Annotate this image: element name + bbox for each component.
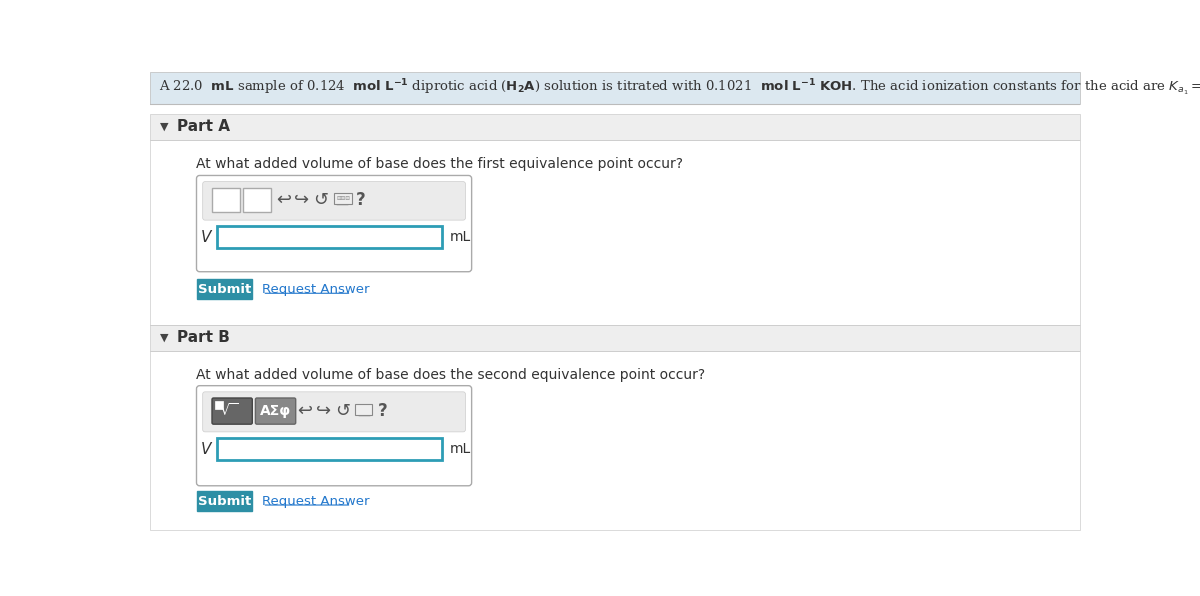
Text: Submit: Submit: [198, 495, 251, 508]
Bar: [215, 401, 223, 409]
Bar: [150, 72, 1080, 104]
Text: mL: mL: [450, 230, 472, 244]
FancyBboxPatch shape: [203, 392, 466, 432]
Text: AΣφ: AΣφ: [260, 404, 292, 418]
Bar: [355, 404, 372, 415]
Text: ▼: ▼: [160, 122, 168, 132]
Bar: [217, 226, 442, 248]
Text: ?: ?: [356, 191, 366, 209]
Bar: [217, 438, 442, 460]
Bar: [212, 188, 240, 212]
Text: ↺: ↺: [335, 402, 349, 420]
Bar: [150, 325, 1080, 351]
Text: At what added volume of base does the first equivalence point occur?: At what added volume of base does the fi…: [197, 157, 684, 171]
Bar: [242, 188, 271, 212]
Text: A 22.0  $\mathbf{mL}$ sample of 0.124  $\mathbf{mol\ L^{-1}}$ diprotic acid ($\m: A 22.0 $\mathbf{mL}$ sample of 0.124 $\m…: [160, 77, 1200, 98]
Text: ⊞: ⊞: [356, 402, 372, 420]
Text: ?: ?: [378, 402, 388, 420]
Text: ↪: ↪: [294, 191, 310, 209]
Text: Part B: Part B: [178, 330, 230, 346]
FancyBboxPatch shape: [197, 386, 472, 486]
Text: Request Answer: Request Answer: [263, 283, 370, 296]
FancyBboxPatch shape: [203, 182, 466, 220]
Bar: [197, 280, 252, 299]
FancyBboxPatch shape: [197, 175, 472, 272]
Text: Request Answer: Request Answer: [263, 495, 370, 508]
Bar: [197, 491, 252, 511]
Text: ↩: ↩: [298, 402, 312, 420]
Text: ⊟⊟⊟: ⊟⊟⊟: [336, 196, 350, 201]
Text: ▼: ▼: [160, 333, 168, 343]
Text: Part A: Part A: [178, 119, 230, 135]
Bar: [150, 351, 1080, 530]
Text: mL: mL: [450, 442, 472, 456]
Text: Submit: Submit: [198, 283, 251, 296]
Text: At what added volume of base does the second equivalence point occur?: At what added volume of base does the se…: [197, 368, 706, 382]
Text: ⊞: ⊞: [335, 191, 349, 209]
Text: ↪: ↪: [316, 402, 331, 420]
FancyBboxPatch shape: [256, 398, 295, 424]
Bar: [335, 193, 352, 204]
Text: ↺: ↺: [313, 191, 328, 209]
Text: $V$ =: $V$ =: [200, 441, 229, 457]
Text: $\sqrt{\ }$: $\sqrt{\ }$: [221, 403, 239, 420]
Bar: [150, 140, 1080, 325]
Bar: [150, 114, 1080, 140]
FancyBboxPatch shape: [212, 398, 252, 424]
Text: $V$ =: $V$ =: [200, 229, 229, 245]
Text: ↩: ↩: [276, 191, 290, 209]
